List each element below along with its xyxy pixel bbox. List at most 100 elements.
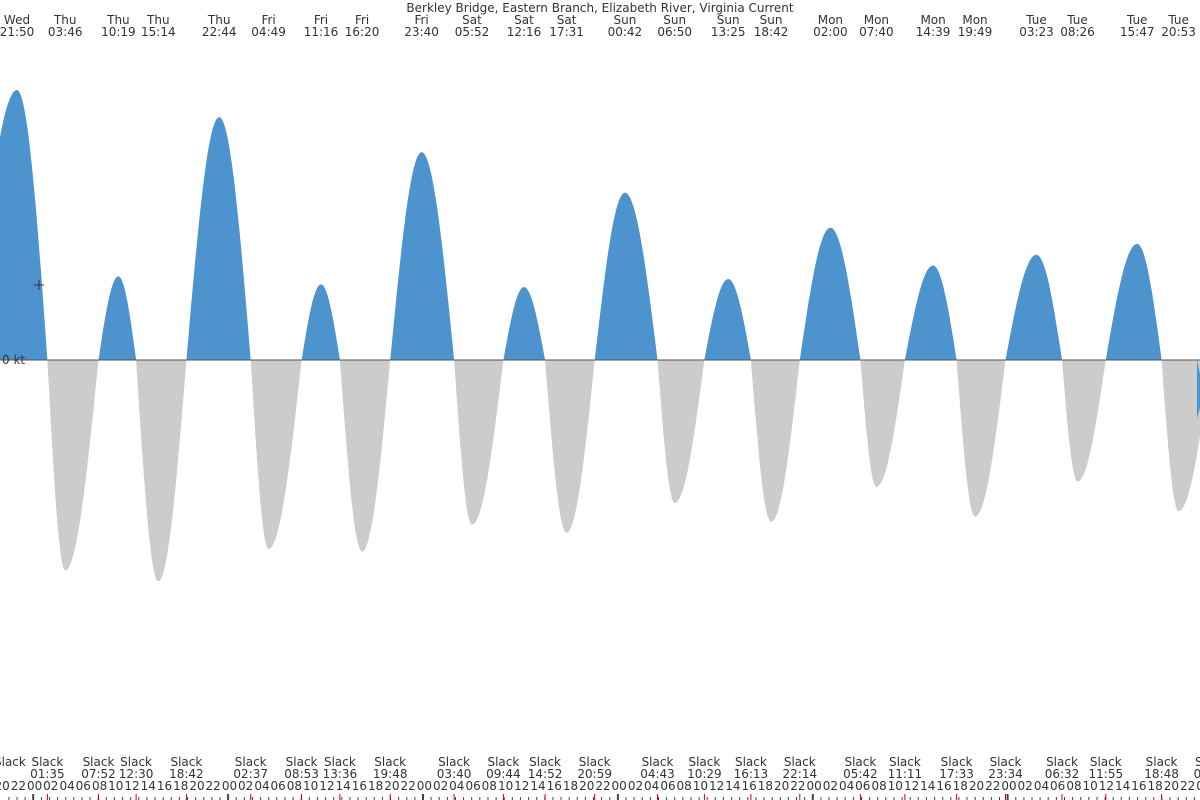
- flood-lobe: [98, 276, 137, 360]
- hour-tick-label: 16: [157, 779, 172, 793]
- extreme-time-label: 19:49: [958, 25, 993, 39]
- ebb-lobe: [339, 360, 391, 552]
- hour-tick-label: 02: [433, 779, 448, 793]
- slack-time-label: 18:48: [1144, 767, 1179, 781]
- extreme-day-label: Sun: [760, 13, 783, 27]
- hour-tick-label: 18: [1148, 779, 1163, 793]
- extreme-day-label: Tue: [1126, 13, 1148, 27]
- flood-lobe: [799, 227, 861, 360]
- extreme-time-label: 03:46: [48, 25, 83, 39]
- extreme-time-label: 20:53: [1161, 25, 1196, 39]
- hour-tick-label: 22: [790, 779, 805, 793]
- extreme-time-label: 11:16: [304, 25, 339, 39]
- hour-tick-label: 22: [985, 779, 1000, 793]
- hour-tick-label: 20: [189, 779, 204, 793]
- extreme-day-label: Tue: [1066, 13, 1088, 27]
- hour-tick-label: 18: [368, 779, 383, 793]
- hour-tick-label: 10: [108, 779, 123, 793]
- extreme-time-label: 15:47: [1120, 25, 1155, 39]
- slack-label: Slack: [844, 755, 876, 769]
- extreme-time-label: 04:49: [251, 25, 286, 39]
- hour-tick-label: 16: [547, 779, 562, 793]
- extreme-day-label: Tue: [1025, 13, 1047, 27]
- slack-time-label: 12:30: [119, 767, 154, 781]
- extreme-day-label: Thu: [207, 13, 231, 27]
- hour-tick-label: 08: [92, 779, 107, 793]
- flood-lobe: [390, 152, 455, 360]
- hour-tick-label: 02: [43, 779, 58, 793]
- ebb-lobe: [1197, 360, 1200, 374]
- hour-tick-label: 22: [206, 779, 221, 793]
- hour-tick-label: 02: [238, 779, 253, 793]
- slack-time-label: 18:42: [169, 767, 204, 781]
- hour-tick-label: 06: [465, 779, 480, 793]
- extreme-day-label: Mon: [920, 13, 945, 27]
- extreme-day-label: Mon: [864, 13, 889, 27]
- hour-tick-label: 16: [352, 779, 367, 793]
- extreme-time-label: 15:14: [141, 25, 176, 39]
- slack-label: Slack: [286, 755, 318, 769]
- slack-time-label: 17:33: [939, 767, 974, 781]
- slack-time-label: 01:35: [30, 767, 65, 781]
- hour-tick-label: 20: [969, 779, 984, 793]
- slack-time-label: 03:40: [437, 767, 472, 781]
- slack-label: Slack: [1195, 755, 1200, 769]
- hour-tick-label: 18: [563, 779, 578, 793]
- hour-tick-label: 08: [482, 779, 497, 793]
- extreme-time-label: 05:52: [455, 25, 490, 39]
- hour-tick-label: 08: [287, 779, 302, 793]
- flood-lobe: [594, 192, 658, 360]
- hour-tick-label: 10: [498, 779, 513, 793]
- hour-tick-label: 04: [59, 779, 74, 793]
- slack-time-label: 14:52: [528, 767, 563, 781]
- extreme-time-label: 13:25: [711, 25, 746, 39]
- slack-label: Slack: [990, 755, 1022, 769]
- hour-tick-label: 00: [1196, 779, 1200, 793]
- hour-tick-label: 12: [319, 779, 334, 793]
- slack-time-label: 11:55: [1089, 767, 1124, 781]
- slack-time-label: 07:52: [81, 767, 116, 781]
- hour-tick-label: 00: [806, 779, 821, 793]
- hour-tick-label: 14: [530, 779, 545, 793]
- extreme-day-label: Sat: [462, 13, 482, 27]
- slack-label: Slack: [0, 755, 26, 769]
- flood-lobe: [301, 284, 340, 360]
- hour-tick-label: 04: [644, 779, 659, 793]
- slack-time-label: 11:11: [888, 767, 923, 781]
- slack-time-label: 02:37: [233, 767, 268, 781]
- ebb-lobe: [956, 360, 1006, 517]
- extreme-day-label: Fri: [314, 13, 328, 27]
- hour-tick-label: 18: [173, 779, 188, 793]
- slack-time-label: 23:34: [988, 767, 1023, 781]
- hour-tick-label: 00: [222, 779, 237, 793]
- hour-tick-label: 12: [904, 779, 919, 793]
- slack-label: Slack: [1146, 755, 1178, 769]
- flood-lobe: [0, 90, 48, 360]
- hour-tick-label: 20: [0, 779, 10, 793]
- extreme-day-label: Sun: [717, 13, 740, 27]
- slack-label: Slack: [235, 755, 267, 769]
- slack-label: Slack: [529, 755, 561, 769]
- hour-tick-label: 10: [1083, 779, 1098, 793]
- slack-time-label: 10:29: [687, 767, 722, 781]
- extreme-time-label: 02:00: [813, 25, 848, 39]
- slack-label: Slack: [170, 755, 202, 769]
- extreme-time-labels: Wed21:50Thu03:46Thu10:19Thu15:14Thu22:44…: [0, 13, 1196, 39]
- extreme-day-label: Thu: [53, 13, 77, 27]
- extreme-time-label: 10:19: [101, 25, 136, 39]
- slack-label: Slack: [487, 755, 519, 769]
- hour-tick-label: 22: [11, 779, 26, 793]
- zero-label: 0 kt: [2, 353, 25, 367]
- hour-tick-label: 10: [693, 779, 708, 793]
- extreme-time-label: 17:31: [549, 25, 584, 39]
- hour-tick-label: 00: [417, 779, 432, 793]
- extreme-day-label: Sat: [557, 13, 577, 27]
- hour-tick-label: 06: [1050, 779, 1065, 793]
- crosshair-marker: [34, 280, 44, 290]
- hour-tick-label: 06: [76, 779, 91, 793]
- extreme-day-label: Thu: [146, 13, 170, 27]
- ebb-lobe: [250, 360, 302, 549]
- slack-label: Slack: [31, 755, 63, 769]
- ebb-lobe: [136, 360, 187, 582]
